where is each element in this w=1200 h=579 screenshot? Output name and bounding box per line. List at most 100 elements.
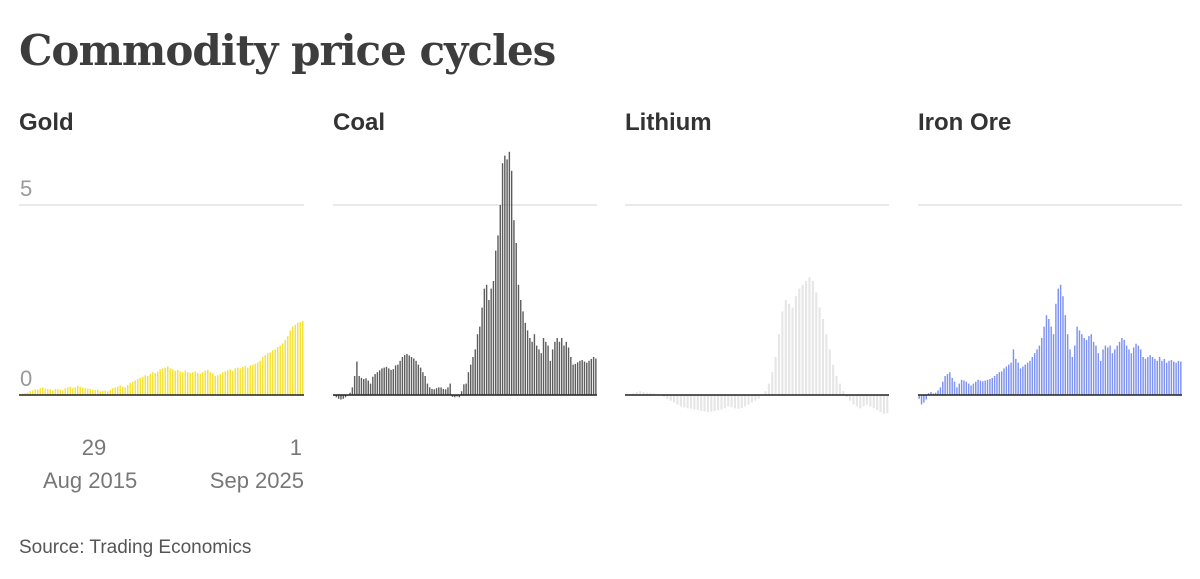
- bar: [291, 326, 294, 395]
- bar: [815, 292, 818, 395]
- page-title: Commodity price cycles: [19, 26, 556, 75]
- bar: [970, 385, 972, 395]
- bar: [181, 372, 184, 395]
- bar: [529, 338, 531, 395]
- bar: [1125, 345, 1128, 395]
- bar: [1168, 360, 1170, 395]
- bar: [351, 387, 354, 395]
- bar: [1057, 288, 1059, 395]
- bar: [224, 371, 227, 395]
- bar: [1137, 345, 1140, 395]
- bar: [460, 391, 463, 395]
- bar: [1130, 353, 1133, 395]
- bar: [975, 381, 977, 395]
- bar: [818, 307, 821, 395]
- bar: [458, 395, 461, 398]
- bar: [392, 369, 395, 395]
- bar: [1050, 326, 1052, 395]
- bar: [51, 390, 54, 395]
- bar: [696, 395, 699, 411]
- bar: [1144, 358, 1147, 395]
- bar: [535, 345, 538, 395]
- bar: [920, 395, 923, 405]
- bar: [1132, 347, 1135, 395]
- bar: [1158, 357, 1161, 395]
- bar: [563, 345, 565, 395]
- bar: [284, 339, 287, 395]
- bar: [266, 353, 269, 395]
- bar: [422, 372, 424, 395]
- bar: [226, 370, 229, 395]
- panel-iron-ore: [918, 204, 1182, 405]
- bar: [219, 374, 222, 395]
- bar: [1081, 334, 1083, 395]
- bar: [794, 296, 797, 395]
- bar: [1109, 345, 1111, 395]
- bar: [71, 388, 74, 395]
- bar: [632, 393, 635, 395]
- bar: [1154, 358, 1156, 395]
- bar: [199, 373, 202, 395]
- bar: [369, 383, 372, 395]
- bar: [781, 311, 784, 395]
- bar: [116, 386, 119, 395]
- panel-title-gold: Gold: [19, 109, 74, 136]
- bar: [61, 390, 64, 395]
- bar: [1008, 364, 1010, 395]
- bar: [429, 387, 431, 395]
- bar: [540, 353, 542, 395]
- bar: [565, 341, 567, 395]
- bar: [828, 349, 831, 395]
- bar: [832, 364, 835, 395]
- bar: [146, 376, 149, 395]
- bar: [1012, 349, 1015, 395]
- bar: [882, 395, 885, 414]
- bar: [91, 389, 94, 395]
- bar: [121, 386, 124, 395]
- bar: [229, 369, 232, 395]
- bar: [842, 391, 845, 395]
- bar: [176, 369, 179, 395]
- bar: [825, 334, 828, 395]
- bar: [747, 395, 750, 405]
- panel-gold: [19, 204, 304, 396]
- bar: [805, 281, 808, 395]
- bar: [737, 395, 740, 409]
- bar: [733, 395, 737, 409]
- bar: [1128, 349, 1130, 395]
- bar: [111, 388, 114, 395]
- bar: [84, 388, 87, 395]
- bar: [693, 395, 696, 410]
- bar: [811, 281, 814, 395]
- bar: [479, 326, 481, 395]
- bar: [946, 374, 949, 395]
- bar: [991, 377, 993, 395]
- bar: [149, 374, 152, 395]
- bar: [1066, 334, 1069, 395]
- bar: [465, 383, 467, 395]
- bar: [526, 330, 529, 395]
- bar: [754, 395, 757, 401]
- bar: [189, 372, 192, 395]
- bar: [673, 395, 676, 403]
- bar: [442, 388, 445, 395]
- bar: [342, 395, 344, 399]
- bar: [119, 385, 122, 395]
- bar: [876, 395, 879, 411]
- bar: [710, 395, 713, 412]
- bar: [879, 395, 882, 413]
- bar: [353, 376, 356, 395]
- bar: [186, 372, 189, 395]
- bar: [679, 395, 682, 407]
- bar: [26, 392, 29, 395]
- bar: [993, 376, 996, 395]
- x-tick-label-line2: Aug 2015: [43, 468, 137, 493]
- bar: [774, 357, 777, 395]
- bar: [236, 367, 239, 395]
- bar: [1043, 326, 1045, 395]
- bar: [296, 322, 299, 395]
- bar: [703, 395, 706, 412]
- bar: [545, 341, 547, 395]
- bar: [956, 387, 958, 395]
- bar: [1114, 349, 1116, 395]
